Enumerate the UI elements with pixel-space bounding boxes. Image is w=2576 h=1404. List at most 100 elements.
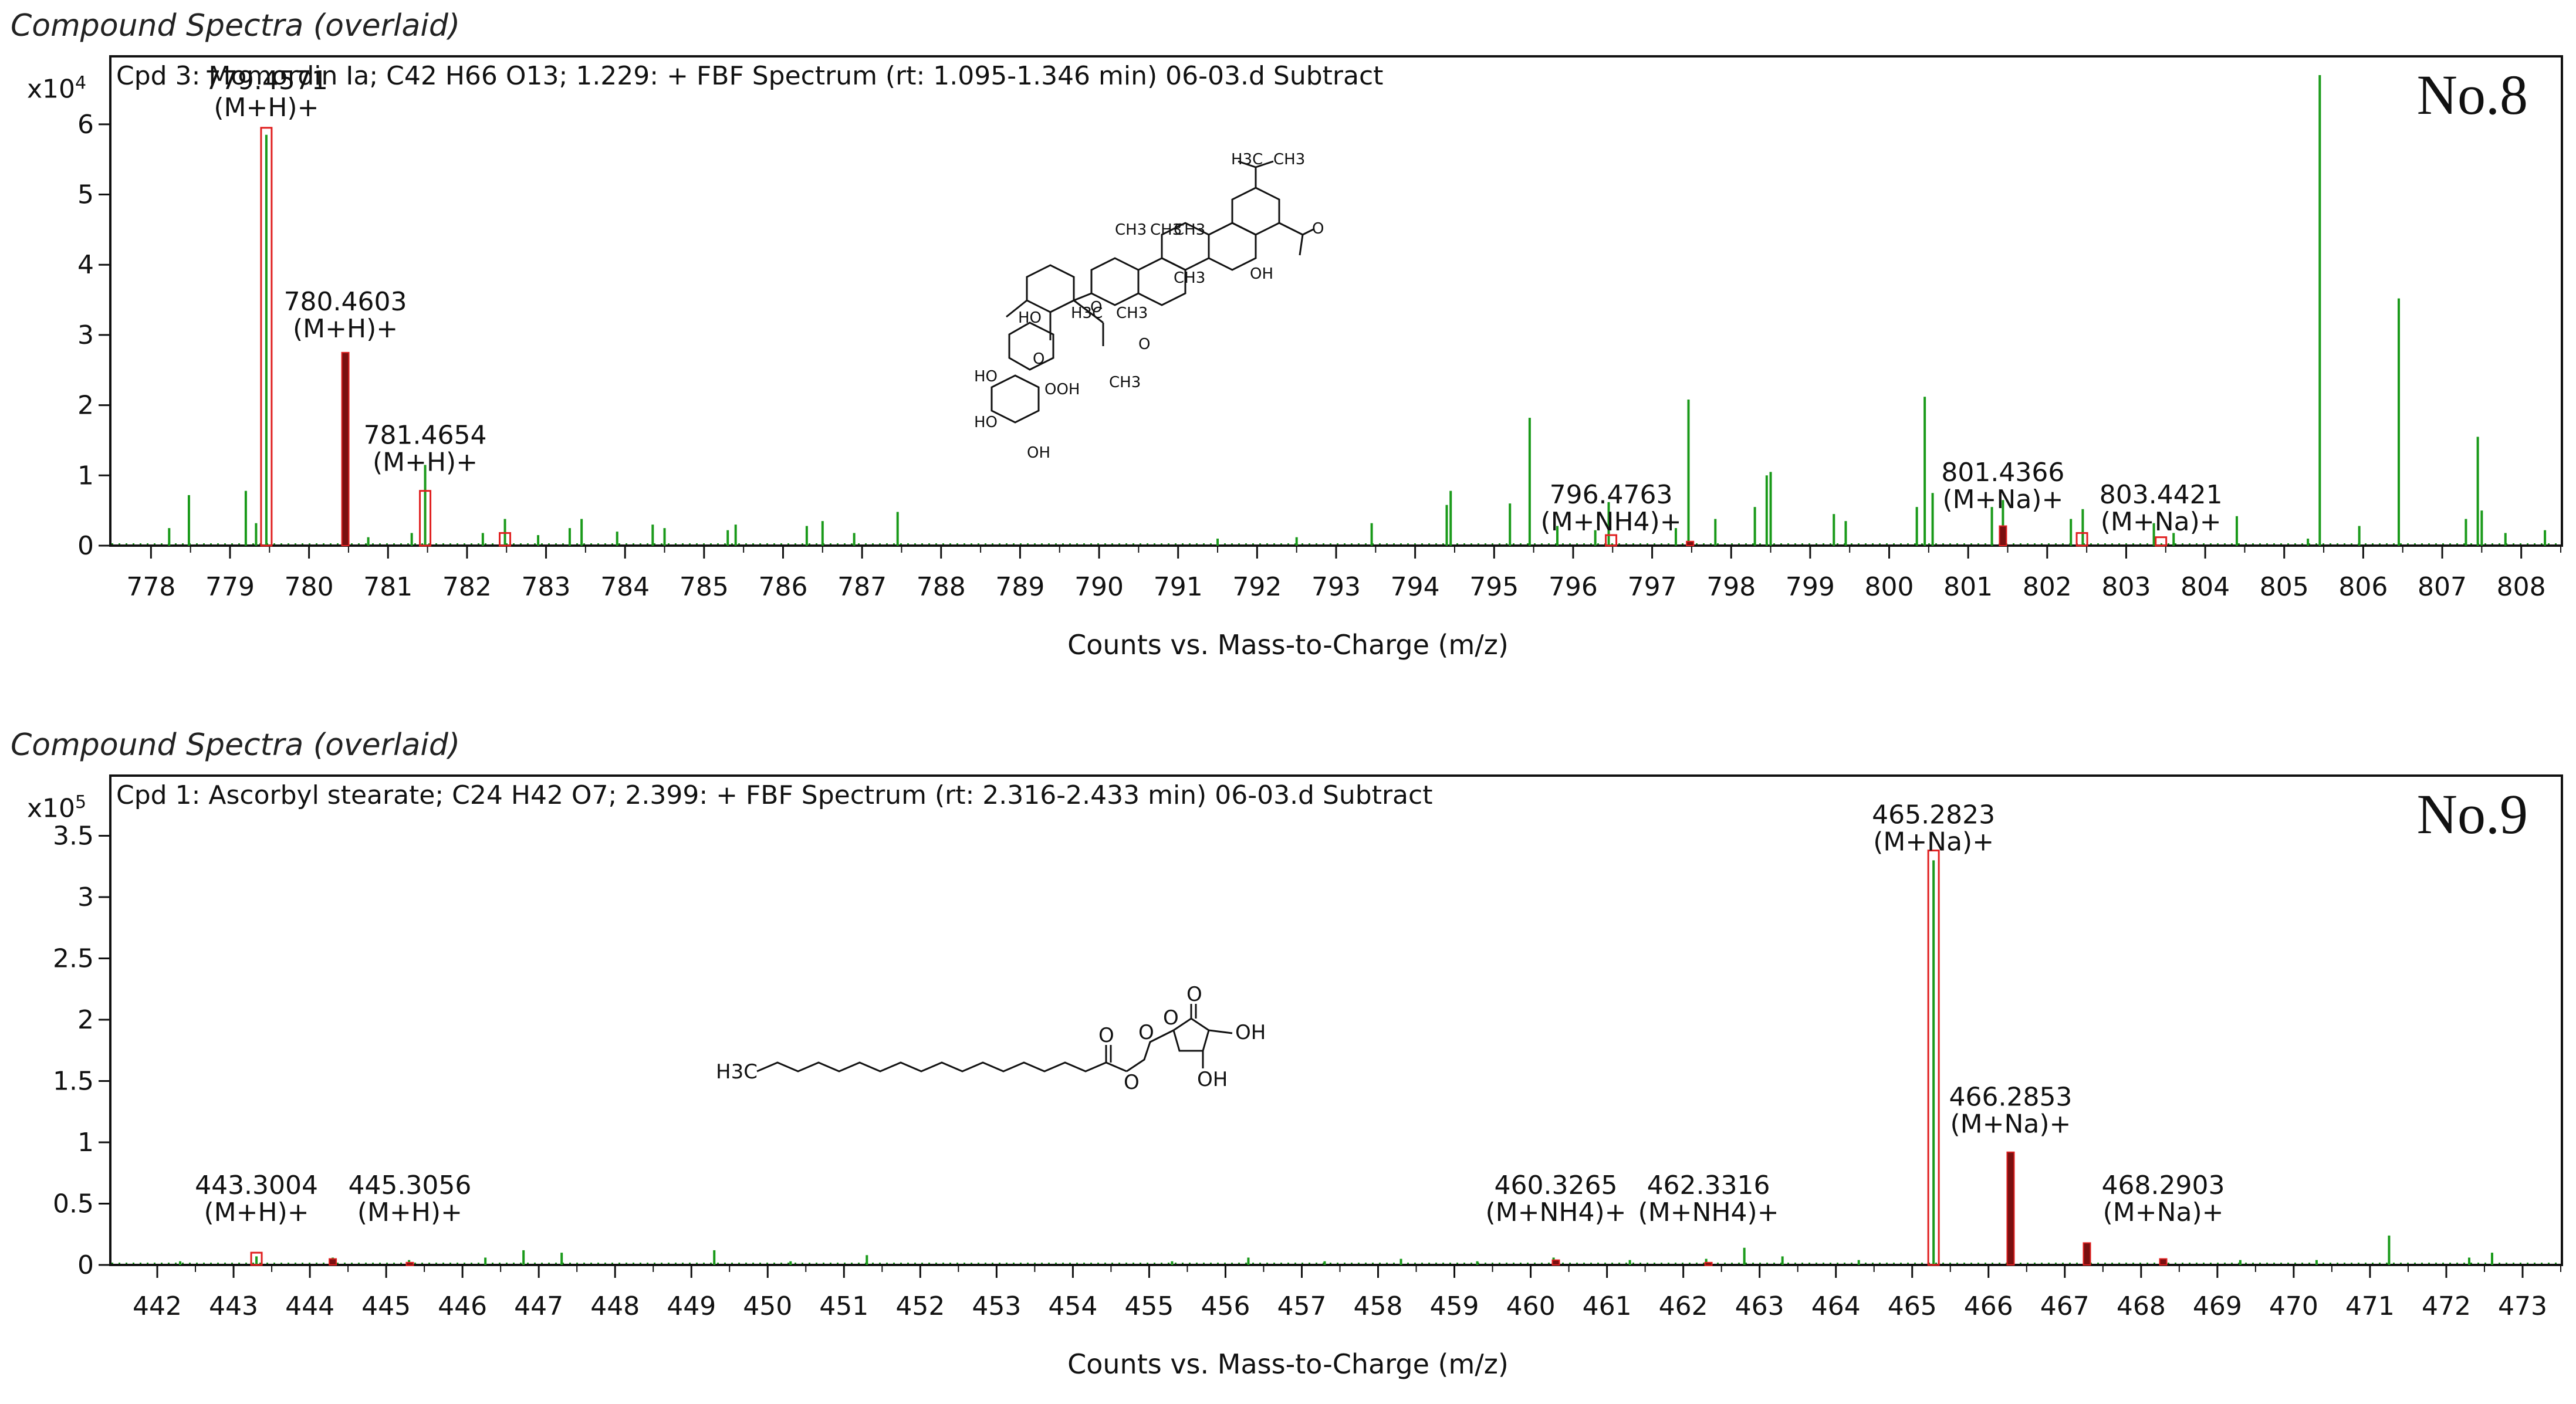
y-tick-label: 2 <box>77 391 94 421</box>
x-tick-label: 786 <box>758 572 807 602</box>
peak-annotation-ion: (M+NH4)+ <box>1541 507 1682 537</box>
x-tick-label: 794 <box>1391 572 1440 602</box>
predicted-peak <box>260 127 273 547</box>
x-tick-label: 793 <box>1311 572 1361 602</box>
x-axis-title: Counts vs. Mass-to-Charge (m/z) <box>1067 629 1509 661</box>
x-tick-label: 447 <box>514 1291 563 1321</box>
struct-label: H3C <box>716 1060 758 1084</box>
peak-annotation-mz: 803.4421 <box>2100 480 2223 510</box>
y-tick-label: 1 <box>77 461 94 490</box>
plot-number: No.9 <box>2416 783 2528 845</box>
struct-label: CH3 <box>1150 221 1182 239</box>
y-exp-power: 4 <box>75 73 87 93</box>
x-tick-label: 461 <box>1583 1291 1632 1321</box>
struct-label: O <box>1163 1006 1179 1030</box>
peak-annotation-mz: 465.2823 <box>1872 800 1995 830</box>
y-tick-label: 1.5 <box>53 1067 94 1097</box>
struct-label: OH <box>1027 444 1050 462</box>
x-tick-label: 799 <box>1786 572 1835 602</box>
peak-annotation-ion: (M+Na)+ <box>2103 1197 2224 1227</box>
x-tick-label: 445 <box>361 1291 411 1321</box>
y-tick-label: 1 <box>77 1128 94 1158</box>
predicted-peak <box>341 351 350 546</box>
x-tick-label: 459 <box>1430 1291 1479 1321</box>
peak-annotation-mz: 466.2853 <box>1949 1082 2072 1112</box>
peak-annotation-ion: (M+H)+ <box>373 447 478 477</box>
predicted-peak <box>419 490 432 547</box>
x-tick-label: 451 <box>819 1291 868 1321</box>
struct-label: CH3 <box>1273 151 1305 168</box>
y-tick-label: 2 <box>77 1005 94 1035</box>
x-tick-label: 453 <box>972 1291 1021 1321</box>
struct-label: O <box>1138 1021 1154 1044</box>
struct-label: CH3 <box>1116 305 1148 322</box>
peak-annotation-mz: 780.4603 <box>284 287 407 317</box>
predicted-peak <box>2159 1258 2168 1266</box>
x-tick-label: 444 <box>285 1291 334 1321</box>
x-tick-label: 806 <box>2338 572 2388 602</box>
x-tick-label: 469 <box>2193 1291 2242 1321</box>
x-tick-label: 450 <box>743 1291 792 1321</box>
peak-annotation-ion: (M+H)+ <box>293 314 398 344</box>
y-tick-label: 2.5 <box>53 944 94 974</box>
x-tick-label: 467 <box>2040 1291 2090 1321</box>
x-tick-label: 471 <box>2345 1291 2395 1321</box>
compound-line: Cpd 1: Ascorbyl stearate; C24 H42 O7; 2.… <box>116 780 1433 810</box>
y-tick-label: 3 <box>77 882 94 912</box>
x-tick-label: 785 <box>680 572 729 602</box>
x-tick-label: 443 <box>209 1291 258 1321</box>
x-tick-label: 780 <box>285 572 334 602</box>
y-exp-power: 5 <box>75 792 87 813</box>
x-tick-label: 797 <box>1628 572 1677 602</box>
x-axis-title: Counts vs. Mass-to-Charge (m/z) <box>1067 1348 1509 1380</box>
peak-annotation-mz: 781.4654 <box>364 420 487 450</box>
struct-label: OH <box>1250 265 1273 283</box>
x-tick-label: 465 <box>1888 1291 1937 1321</box>
x-tick-label: 800 <box>1865 572 1914 602</box>
y-tick-label: 3.5 <box>53 821 94 851</box>
struct-label: HO <box>974 414 998 431</box>
x-tick-label: 795 <box>1469 572 1519 602</box>
struct-label: CH3 <box>1109 374 1141 391</box>
x-tick-label: 801 <box>1943 572 1993 602</box>
x-tick-label: 468 <box>2117 1291 2166 1321</box>
plot-number: No.8 <box>2416 63 2528 126</box>
x-tick-label: 458 <box>1354 1291 1403 1321</box>
struct-label: H3C <box>1071 305 1103 322</box>
struct-label: O <box>1186 983 1202 1006</box>
struct-label: CH3 <box>1174 269 1205 287</box>
y-tick-label: 0 <box>77 1250 94 1280</box>
predicted-peak <box>2155 536 2168 547</box>
x-tick-label: 788 <box>917 572 966 602</box>
spectrum-chart-no8: 778 779 780 781 782 783 784 785 786 787 788 789 790 7… <box>77 66 2561 602</box>
x-tick-label: 473 <box>2498 1291 2547 1321</box>
struct-label: OH <box>1197 1068 1228 1091</box>
x-tick-label: 452 <box>895 1291 945 1321</box>
x-tick-label: 462 <box>1659 1291 1708 1321</box>
y-exp-base: x10 <box>27 74 76 104</box>
x-tick-label: 781 <box>363 572 413 602</box>
x-tick-label: 448 <box>590 1291 640 1321</box>
peak-annotation-mz: 796.4763 <box>1550 480 1673 510</box>
peak-annotation-ion: (M+NH4)+ <box>1638 1197 1779 1227</box>
peak-annotation-ion: (M+Na)+ <box>1873 827 1994 857</box>
predicted-peak <box>2006 1151 2015 1266</box>
predicted-peak <box>1551 1259 1560 1266</box>
predicted-peak <box>1605 534 1618 547</box>
predicted-peak <box>499 532 512 547</box>
compound-line: Cpd 3: Momordin Ia; C42 H66 O13; 1.229: … <box>116 61 1384 91</box>
predicted-peak <box>1927 850 1940 1266</box>
panel-title: Compound Spectra (overlaid) <box>11 728 461 763</box>
struct-label: O <box>1033 350 1044 368</box>
x-tick-label: 466 <box>1964 1291 2013 1321</box>
y-tick-label: 5 <box>77 180 94 210</box>
x-tick-label: 802 <box>2023 572 2072 602</box>
x-tick-label: 796 <box>1549 572 1598 602</box>
spectrum-panel-no9: Compound Spectra (overlaid) x105 Cpd 1: … <box>0 719 2576 1404</box>
x-tick-label: 789 <box>995 572 1044 602</box>
x-tick-label: 804 <box>2181 572 2230 602</box>
x-tick-label: 442 <box>133 1291 182 1321</box>
x-tick-label: 805 <box>2260 572 2309 602</box>
y-axis-multiplier: x104 <box>27 73 86 104</box>
ascorbyl-stearate-structure-image: H3C O O O OH OH O O <box>716 983 1266 1094</box>
